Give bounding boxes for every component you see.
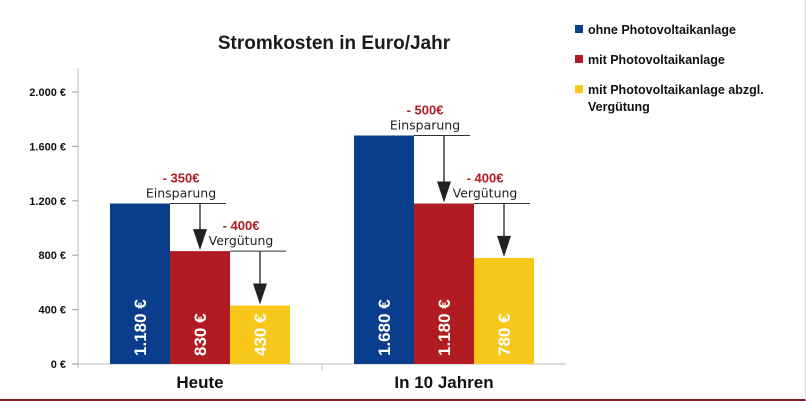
annotation-arrow-head bbox=[253, 283, 267, 305]
bar-in-10-jahren-series-1 bbox=[354, 135, 414, 364]
bar-in-10-jahren-series-3 bbox=[474, 257, 534, 364]
bar-value-label: 430 € bbox=[251, 313, 270, 356]
legend-label: mit Photovoltaikanlage bbox=[588, 53, 725, 67]
y-tick-label: 1.200 € bbox=[29, 196, 66, 208]
legend-label: Vergütung bbox=[588, 100, 650, 114]
bar-in-10-jahren-series-2 bbox=[414, 203, 474, 364]
bar-value-label: 780 € bbox=[495, 313, 514, 356]
legend-label: mit Photovoltaikanlage abzgl. bbox=[588, 83, 764, 97]
annotation-text: Vergütung bbox=[209, 233, 274, 248]
bar-value-label: 830 € bbox=[191, 313, 210, 356]
bar-heute-series-3 bbox=[230, 305, 290, 364]
annotation-text: Einsparung bbox=[390, 118, 460, 133]
annotation-arrow-head bbox=[193, 229, 207, 251]
legend-swatch bbox=[575, 55, 583, 63]
annotation-delta: - 500€ bbox=[407, 103, 444, 118]
annotation-delta: - 400€ bbox=[223, 218, 260, 233]
bar-value-label: 1.180 € bbox=[131, 299, 150, 356]
chart-title: Stromkosten in Euro/Jahr bbox=[218, 33, 451, 54]
bar-heute-series-2 bbox=[170, 251, 230, 364]
x-category-label: Heute bbox=[176, 373, 223, 392]
x-category-label: In 10 Jahren bbox=[394, 373, 493, 392]
legend-swatch bbox=[575, 25, 583, 33]
annotation-arrow-head bbox=[437, 181, 451, 203]
legend-label: ohne Photovoltaikanlage bbox=[588, 23, 736, 37]
bar-heute-series-1 bbox=[110, 203, 170, 364]
y-tick-label: 1.600 € bbox=[29, 141, 66, 153]
y-tick-label: 0 € bbox=[51, 359, 66, 371]
y-tick-label: 400 € bbox=[38, 305, 66, 317]
bar-value-label: 1.680 € bbox=[375, 299, 394, 356]
legend-swatch bbox=[575, 85, 583, 93]
y-tick-label: 2.000 € bbox=[29, 87, 66, 99]
annotation-text: Vergütung bbox=[453, 186, 518, 201]
annotation-text: Einsparung bbox=[146, 186, 216, 201]
y-tick-label: 800 € bbox=[38, 250, 66, 262]
annotation-arrow-head bbox=[497, 235, 511, 257]
bar-value-label: 1.180 € bbox=[435, 299, 454, 356]
annotation-delta: - 400€ bbox=[467, 171, 504, 186]
annotation-delta: - 350€ bbox=[163, 171, 200, 186]
